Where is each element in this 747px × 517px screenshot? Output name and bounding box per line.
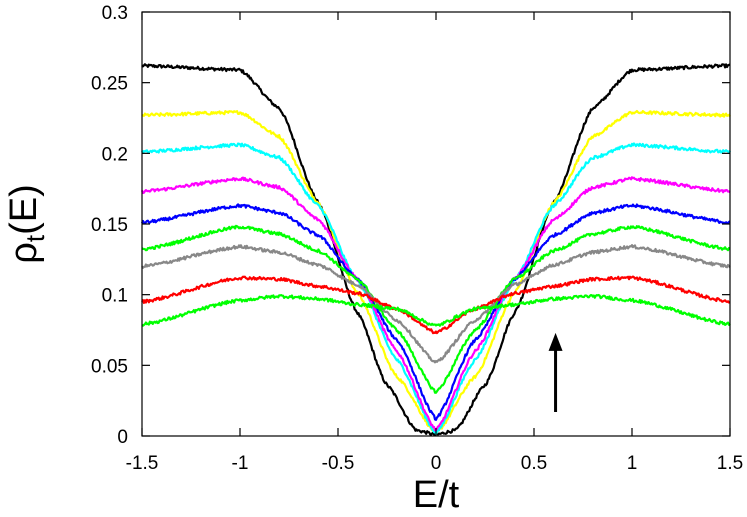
x-axis-title: E/t xyxy=(413,474,460,516)
annotation-layer xyxy=(548,332,563,412)
y-tick-label: 0.2 xyxy=(102,144,128,165)
y-axis-title: ρt(E) xyxy=(3,184,50,264)
tick-layer: -1.5 -1 -0.5 0 0.5 1 1.5 0 0.05 0.1 0.15 0.2 0.25 0.3 xyxy=(91,3,743,474)
y-axis-title-tail: (E) xyxy=(3,184,45,235)
series-layer xyxy=(140,63,731,436)
x-tick-label: -0.5 xyxy=(322,453,355,474)
arrow-head xyxy=(548,332,563,351)
y-tick-label: 0 xyxy=(117,427,128,448)
x-tick-label: -1.5 xyxy=(126,453,159,474)
series-line-8 xyxy=(141,275,731,335)
series-line-2 xyxy=(141,109,731,434)
plot-frame xyxy=(141,11,731,437)
y-axis-title-main: ρ xyxy=(3,242,45,264)
series-line-6 xyxy=(141,224,731,394)
x-tick-label: 0.5 xyxy=(521,453,547,474)
series-line-3 xyxy=(141,142,731,435)
y-tick-label: 0.3 xyxy=(102,3,128,24)
x-tick-label: 0 xyxy=(431,453,442,474)
y-tick-label: 0.15 xyxy=(91,215,128,236)
series-line-5 xyxy=(140,203,731,421)
x-tick-label: 1 xyxy=(627,453,638,474)
y-tick-label: 0.05 xyxy=(91,356,128,377)
y-tick-label: 0.1 xyxy=(102,286,128,307)
x-tick-label: 1.5 xyxy=(717,453,743,474)
x-tick-label: -1 xyxy=(232,453,249,474)
series-line-9 xyxy=(141,293,731,327)
y-tick-label: 0.25 xyxy=(91,74,128,95)
y-axis-title-sub: t xyxy=(20,234,50,242)
series-line-7 xyxy=(141,244,731,364)
